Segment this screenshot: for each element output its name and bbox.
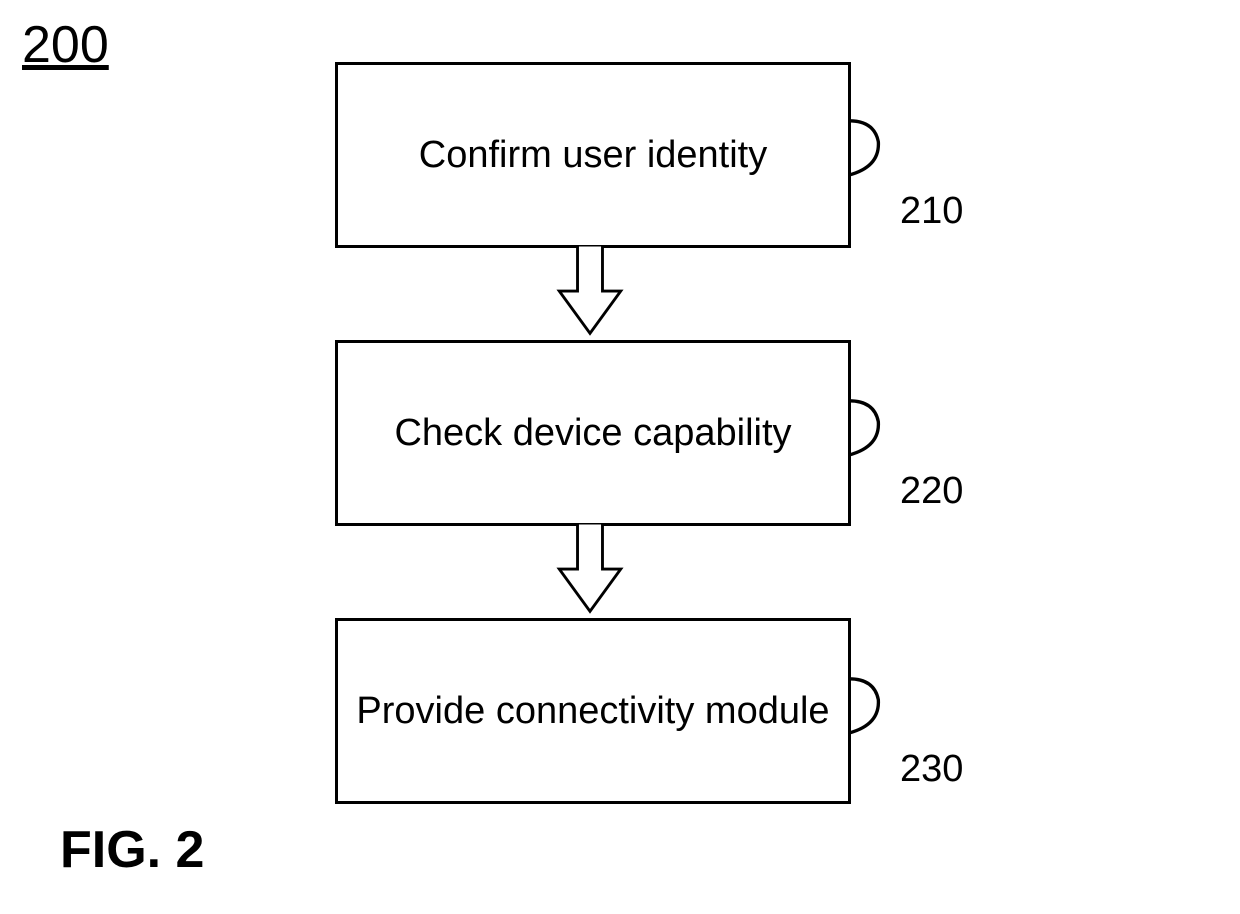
reference-label-230: 230 bbox=[900, 748, 963, 791]
flow-box-label: Check device capability bbox=[394, 412, 791, 455]
figure-number: 200 bbox=[22, 15, 109, 75]
flow-box-label: Provide connectivity module bbox=[356, 690, 829, 733]
brace-icon bbox=[845, 115, 895, 185]
flow-box-confirm-identity: Confirm user identity bbox=[335, 62, 851, 248]
arrow-down-icon bbox=[550, 523, 630, 619]
arrow-down-icon bbox=[550, 245, 630, 341]
flow-box-label: Confirm user identity bbox=[419, 134, 767, 177]
flow-box-check-capability: Check device capability bbox=[335, 340, 851, 526]
flow-box-connectivity-module: Provide connectivity module bbox=[335, 618, 851, 804]
reference-label-210: 210 bbox=[900, 190, 963, 233]
brace-icon bbox=[845, 395, 895, 465]
reference-label-220: 220 bbox=[900, 470, 963, 513]
figure-caption: FIG. 2 bbox=[60, 820, 204, 880]
brace-icon bbox=[845, 673, 895, 743]
